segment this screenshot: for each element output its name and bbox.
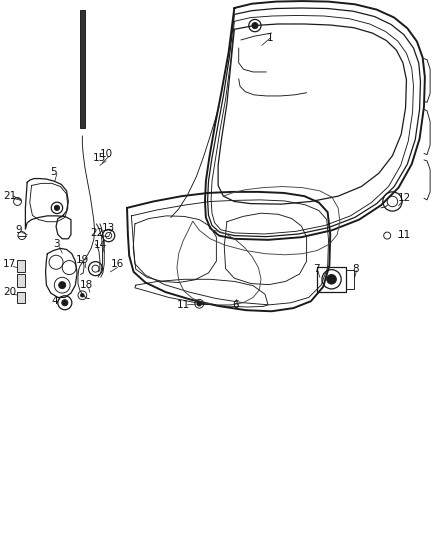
Text: 19: 19 — [76, 255, 89, 265]
Circle shape — [327, 274, 336, 284]
Text: 14: 14 — [94, 240, 107, 250]
Circle shape — [81, 294, 84, 297]
Text: 12: 12 — [398, 193, 411, 203]
Text: 11: 11 — [177, 300, 190, 310]
Text: 16: 16 — [111, 260, 124, 269]
Bar — [17, 292, 25, 303]
Text: 3: 3 — [53, 239, 60, 249]
Circle shape — [62, 300, 68, 306]
Text: 5: 5 — [50, 167, 57, 176]
Text: 10: 10 — [99, 149, 113, 158]
Text: 17: 17 — [3, 260, 16, 269]
Text: 18: 18 — [80, 280, 93, 290]
Text: 6: 6 — [232, 300, 239, 310]
Text: 13: 13 — [102, 223, 115, 233]
Text: 1: 1 — [266, 34, 273, 43]
Text: 15: 15 — [93, 153, 106, 163]
Bar — [80, 10, 85, 128]
Text: 8: 8 — [352, 264, 359, 273]
Text: 22: 22 — [91, 229, 104, 238]
Bar — [17, 260, 25, 272]
Text: 11: 11 — [398, 230, 411, 239]
Text: 9: 9 — [15, 225, 22, 235]
Text: 21: 21 — [3, 191, 16, 201]
Text: 20: 20 — [3, 287, 16, 297]
Text: 4: 4 — [51, 296, 58, 305]
Circle shape — [54, 205, 60, 211]
Circle shape — [252, 22, 258, 29]
Circle shape — [59, 281, 66, 289]
Bar — [17, 274, 25, 287]
Circle shape — [197, 302, 201, 306]
Text: 7: 7 — [313, 264, 320, 273]
